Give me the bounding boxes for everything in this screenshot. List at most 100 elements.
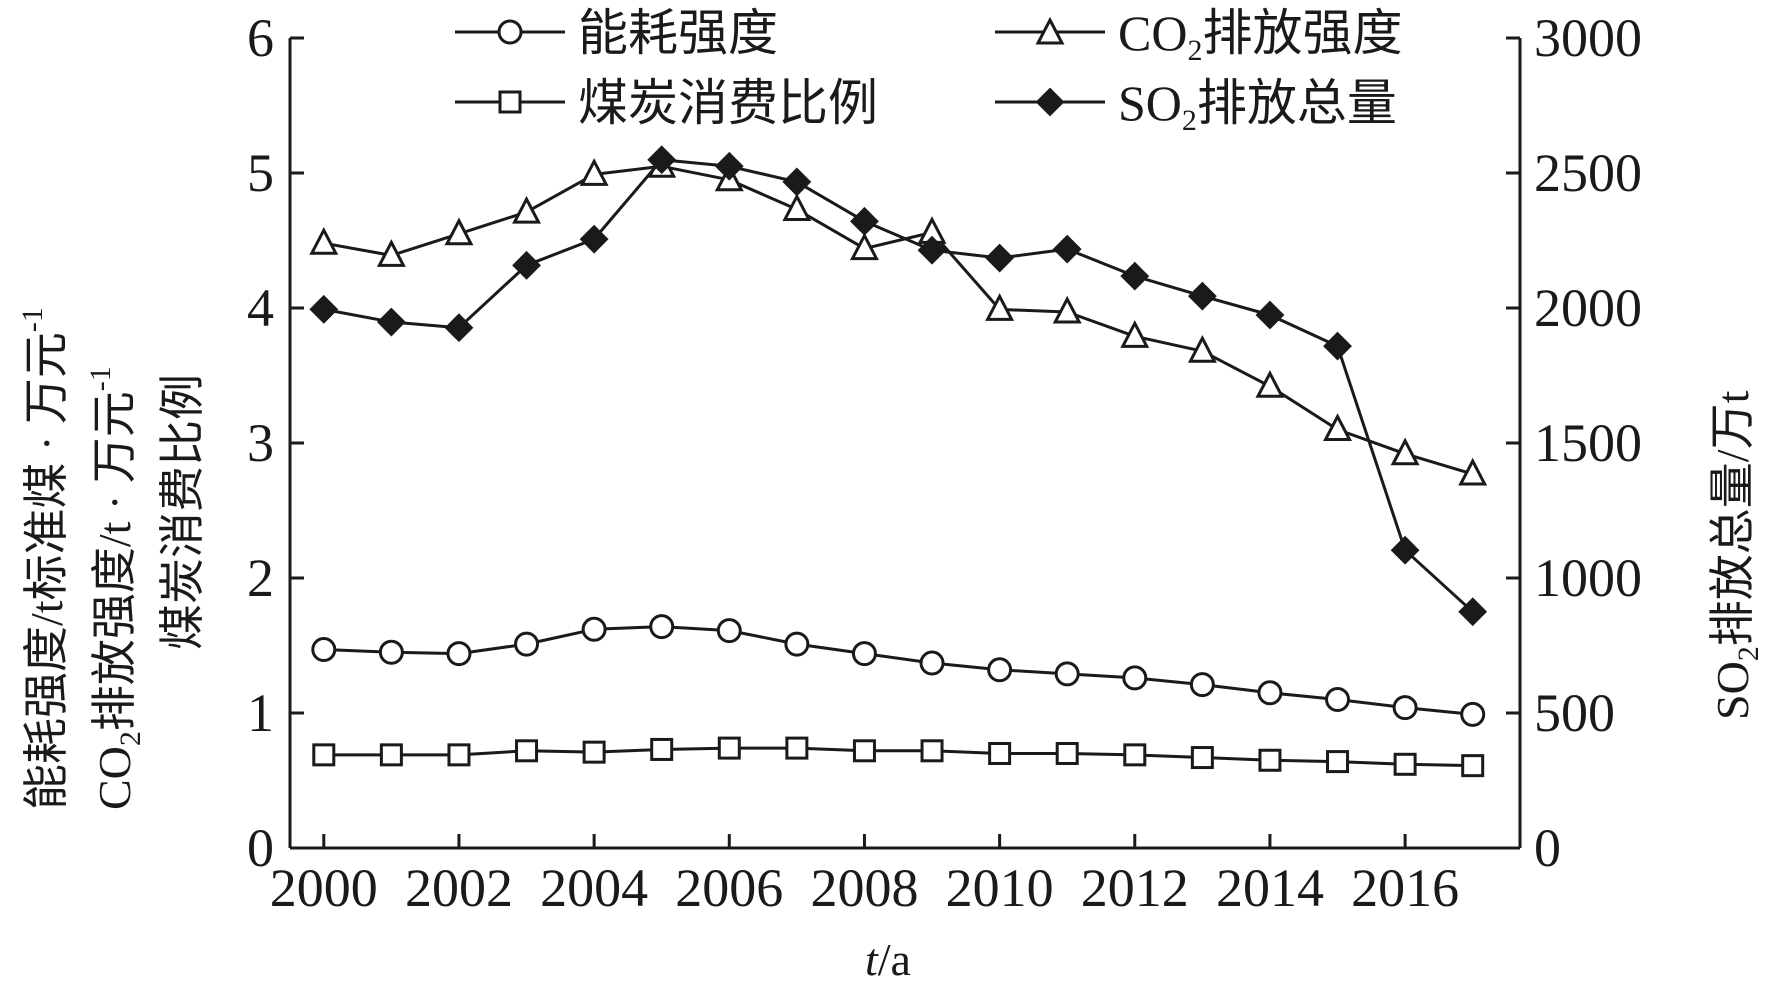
data-point-triangle: [985, 293, 1015, 321]
left-axis-title: 能耗强度/t标准煤 · 万元-1 CO2排放强度/t · 万元-1 煤炭消费比例: [16, 307, 208, 810]
right-y-tick-label: 2000: [1534, 278, 1642, 338]
data-point-diamond: [1187, 281, 1217, 311]
data-point-circle: [1189, 672, 1215, 698]
legend-item-energy-intensity: 能耗强度: [455, 5, 778, 61]
data-point-circle: [378, 639, 404, 665]
right-y-tick-label: 3000: [1534, 8, 1642, 68]
series-line: [323, 625, 1473, 716]
data-point-square: [1258, 748, 1282, 772]
right-y-tick-label: 1500: [1534, 413, 1642, 473]
data-point-circle: [1325, 687, 1351, 712]
data-point-diamond: [714, 151, 744, 181]
data-point-diamond: [1390, 535, 1420, 565]
legend-label-coal-ratio: 煤炭消费比例: [578, 75, 878, 131]
data-point-triangle: [1458, 457, 1488, 486]
data-point-square: [717, 736, 741, 760]
series-2: [312, 736, 1485, 778]
series-0: [311, 614, 1486, 727]
right-y-tick-label: 2500: [1534, 143, 1642, 203]
data-point-triangle: [849, 232, 879, 261]
data-point-diamond: [1458, 597, 1488, 627]
x-tick-label: 2002: [405, 858, 513, 918]
data-point-circle: [514, 631, 540, 657]
data-point-circle: [581, 616, 607, 642]
data-point-diamond: [309, 294, 339, 324]
data-point-diamond: [985, 243, 1015, 273]
data-point-diamond: [917, 235, 947, 265]
right-y-tick-label: 1000: [1534, 548, 1642, 608]
data-point-circle: [1122, 665, 1148, 691]
legend-diamond-marker: [1035, 87, 1065, 117]
right-axis-title: SO2排放总量/万t: [1707, 390, 1765, 720]
left-axis-title-line3: 煤炭消费比例: [157, 374, 208, 650]
data-point-diamond: [1255, 300, 1285, 330]
data-point-square: [1461, 754, 1485, 778]
data-point-diamond: [579, 224, 609, 254]
data-point-triangle: [1323, 413, 1353, 441]
data-point-square: [582, 740, 606, 764]
data-point-square: [1055, 742, 1079, 765]
data-point-circle: [1257, 680, 1283, 706]
data-point-square: [1326, 750, 1350, 774]
data-point-circle: [987, 657, 1013, 683]
right-y-tick-label: 0: [1534, 818, 1561, 878]
data-point-triangle: [309, 226, 339, 255]
left-y-tick-label: 6: [247, 8, 274, 68]
data-point-diamond: [850, 206, 879, 236]
x-tick-label: 2000: [270, 858, 378, 918]
series-3: [309, 145, 1488, 627]
left-y-tick-label: 5: [247, 143, 274, 203]
x-tick-label: 2008: [810, 858, 918, 918]
data-point-square: [852, 739, 876, 763]
series-1: [309, 150, 1488, 486]
data-point-square: [650, 737, 674, 761]
left-axis-title-line2: CO2排放强度/t · 万元-1: [84, 366, 147, 810]
data-point-square: [515, 739, 539, 763]
left-y-tick-label: 0: [247, 818, 274, 878]
x-tick-label: 2004: [540, 858, 648, 918]
data-point-triangle: [1120, 320, 1150, 348]
legend-item-co2-intensity: CO2排放强度: [995, 5, 1402, 67]
data-point-triangle: [579, 158, 609, 186]
x-axis-title: t/a: [865, 934, 911, 985]
data-point-diamond: [376, 307, 406, 337]
data-point-diamond: [782, 167, 812, 197]
axes: 0 1 2 3 4 5 6 0 500 1000 1500 2000 2500 3000 2000 2002 2…: [247, 8, 1642, 918]
legend-item-coal-ratio: 煤炭消费比例: [455, 75, 878, 131]
legend-square-marker: [498, 90, 522, 114]
legend-label-so2-total: SO2排放总量: [1118, 75, 1397, 137]
data-point-circle: [851, 641, 877, 667]
data-point-diamond: [647, 145, 677, 175]
legend-label-co2-intensity: CO2排放强度: [1118, 5, 1402, 67]
right-y-tick-label: 500: [1534, 683, 1615, 743]
left-axis-title-line1: 能耗强度/t标准煤 · 万元-1: [16, 307, 72, 810]
data-point-square: [920, 739, 944, 763]
data-point-circle: [311, 637, 337, 663]
data-point-square: [447, 743, 471, 767]
x-tick-label: 2006: [675, 858, 783, 918]
data-point-circle: [919, 650, 945, 676]
legend-label-energy-intensity: 能耗强度: [578, 5, 778, 61]
data-point-circle: [1392, 695, 1418, 721]
data-point-diamond: [512, 250, 541, 280]
left-y-tick-label: 3: [247, 413, 274, 473]
x-tick-label: 2010: [946, 858, 1054, 918]
data-point-circle: [649, 614, 675, 640]
series-line: [323, 158, 1474, 613]
data-point-square: [1190, 746, 1214, 770]
data-point-square: [1393, 752, 1417, 776]
data-point-diamond: [1052, 234, 1082, 264]
data-point-triangle: [1052, 295, 1082, 324]
x-tick-label: 2014: [1216, 858, 1324, 918]
data-point-triangle: [782, 193, 812, 221]
data-point-square: [379, 743, 403, 767]
legend-triangle-marker: [1035, 16, 1065, 45]
left-y-tick-label: 1: [247, 683, 274, 743]
data-point-diamond: [444, 313, 474, 343]
data-point-triangle: [512, 195, 542, 224]
series-line: [323, 746, 1473, 768]
data-point-triangle: [1255, 370, 1285, 398]
x-tick-label: 2012: [1081, 858, 1189, 918]
data-point-circle: [716, 618, 742, 644]
